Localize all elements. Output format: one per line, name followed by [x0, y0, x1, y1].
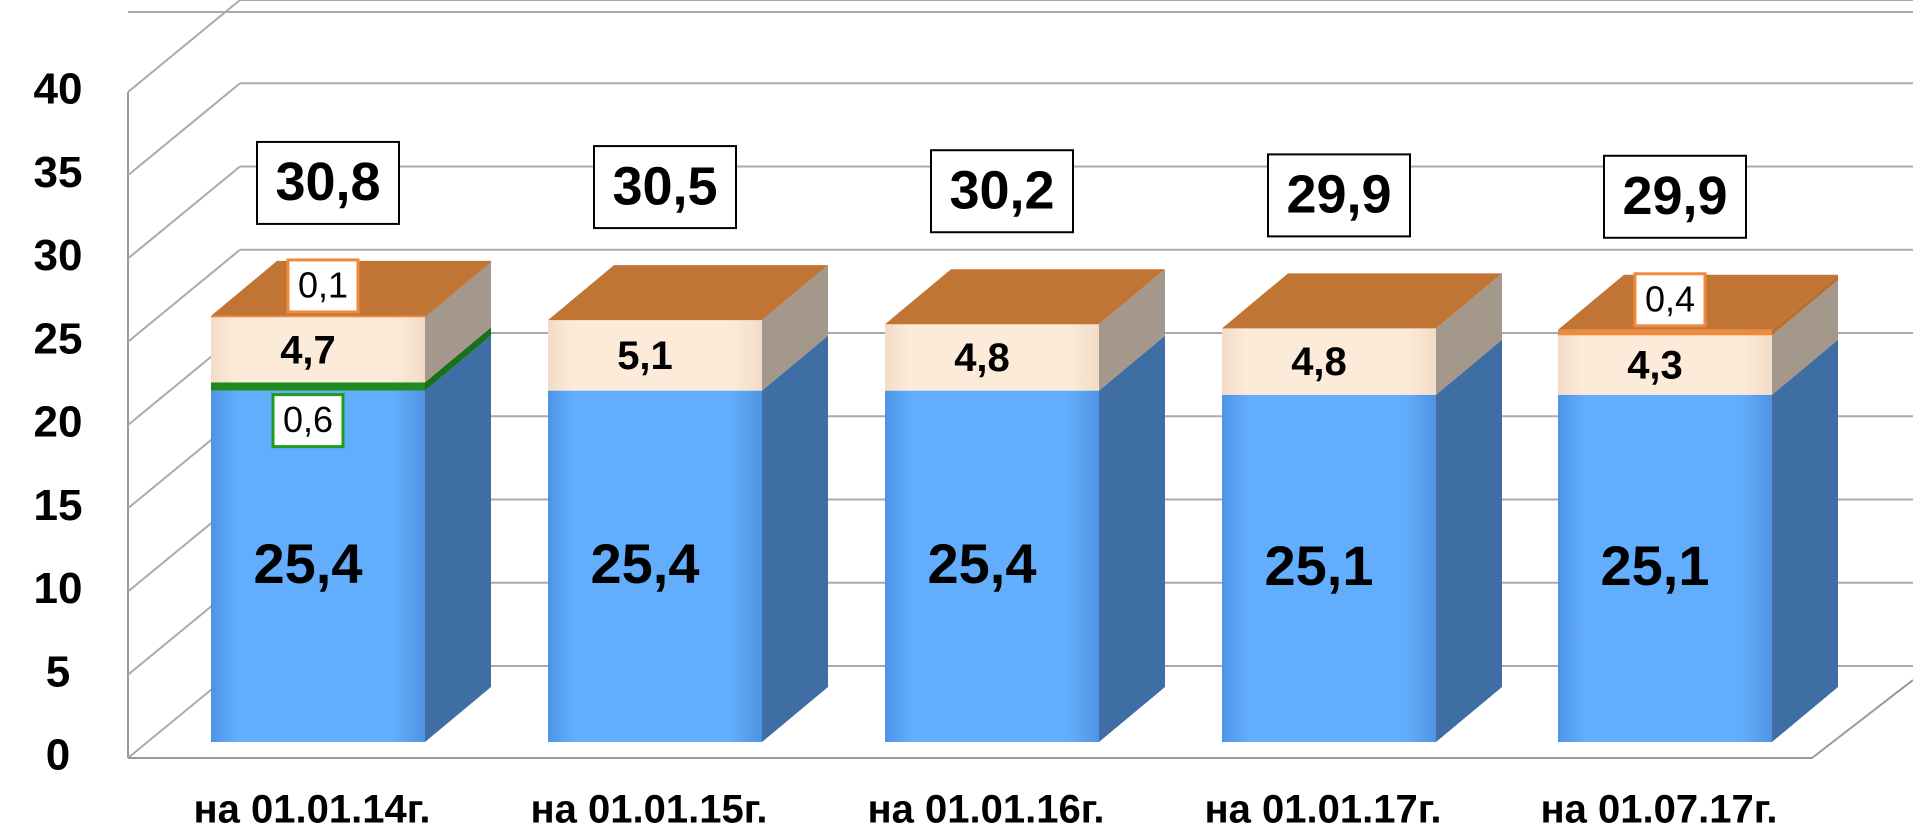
y-tick-label: 20: [34, 398, 83, 447]
bar-segment[interactable]: [211, 315, 425, 318]
total-value-box: [930, 149, 1074, 234]
bar-segment[interactable]: [1222, 328, 1436, 395]
gridline-depth: [127, 248, 241, 343]
segment-value-box: [271, 393, 345, 449]
gridline-depth: [127, 0, 241, 93]
segment-value-label: 25,1: [1601, 534, 1710, 597]
bar-top-face: [1222, 273, 1502, 329]
y-tick-label: 15: [34, 481, 83, 530]
segment-value-label: 4,3: [1627, 344, 1683, 388]
segment-value-label: 25,1: [1265, 534, 1374, 597]
segment-value-label: 4,8: [1291, 340, 1347, 384]
floor-right-edge: [1811, 679, 1913, 759]
bar-side-face: [762, 335, 828, 742]
bar-side-face: [425, 327, 491, 391]
total-value-label: 30,8: [275, 152, 380, 212]
gridline-depth: [127, 82, 241, 177]
bar-segment[interactable]: [548, 390, 762, 742]
bar-side-face: [1772, 274, 1838, 336]
bar-segment[interactable]: [211, 390, 425, 742]
bar-top-face: [885, 269, 1165, 325]
bar-segment[interactable]: [885, 390, 1099, 742]
x-category-label: на 01.01.16г.: [868, 788, 1105, 832]
bar-side-face: [1772, 339, 1838, 742]
bar-segment[interactable]: [1222, 394, 1436, 742]
y-tick-label: 35: [34, 148, 83, 197]
bar-side-face: [425, 335, 491, 742]
bar-side-face: [1772, 280, 1838, 395]
total-value-box: [1603, 154, 1747, 239]
segment-value-label: 25,4: [254, 532, 363, 595]
segment-value-box: [286, 258, 360, 314]
total-value-label: 29,9: [1622, 166, 1727, 226]
bar-segment[interactable]: [211, 317, 425, 383]
x-category-label: на 01.01.17г.: [1205, 788, 1442, 832]
segment-value-label: 4,7: [280, 328, 336, 372]
y-tick-label: 25: [34, 314, 83, 363]
x-category-label: на 01.01.14г.: [194, 788, 431, 832]
bar-side-face: [1099, 269, 1165, 391]
segment-value-label: 25,4: [928, 532, 1037, 595]
segment-value-label: 25,4: [591, 532, 700, 595]
total-value-box: [593, 145, 737, 230]
y-tick-label: 0: [46, 731, 70, 780]
bar-side-face: [425, 260, 491, 318]
bar-segment[interactable]: [211, 382, 425, 391]
segment-value-label: 0,4: [1645, 278, 1695, 319]
bar-side-face: [762, 265, 828, 391]
segment-value-label: 0,6: [283, 399, 333, 440]
y-tick-label: 30: [34, 231, 83, 280]
total-value-label: 30,2: [949, 160, 1054, 220]
bar-side-face: [1436, 339, 1502, 742]
bar-top-face: [548, 265, 828, 321]
bar-side-face: [1436, 273, 1502, 395]
segment-value-label: 5,1: [617, 334, 673, 378]
bar-segment[interactable]: [1558, 335, 1772, 395]
total-value-box: [256, 140, 400, 225]
y-tick-label: 40: [34, 65, 83, 114]
segment-value-box: [1633, 272, 1707, 328]
segment-value-label: 0,1: [298, 264, 348, 305]
total-value-label: 29,9: [1286, 165, 1391, 225]
bar-segment[interactable]: [1558, 329, 1772, 336]
y-tick-label: 10: [34, 564, 83, 613]
segment-value-label: 4,8: [954, 336, 1010, 380]
total-value-label: 30,5: [612, 156, 717, 216]
bar-segment[interactable]: [885, 324, 1099, 391]
bar-side-face: [425, 262, 491, 383]
x-category-label: на 01.01.15г.: [531, 788, 768, 832]
gridline-depth: [127, 165, 241, 260]
bar-side-face: [1099, 335, 1165, 742]
x-category-label: на 01.07.17г.: [1541, 788, 1778, 832]
bar-segment[interactable]: [1558, 394, 1772, 742]
y-tick-label: 5: [46, 647, 70, 696]
total-value-box: [1267, 153, 1411, 238]
bar-segment[interactable]: [548, 320, 762, 391]
